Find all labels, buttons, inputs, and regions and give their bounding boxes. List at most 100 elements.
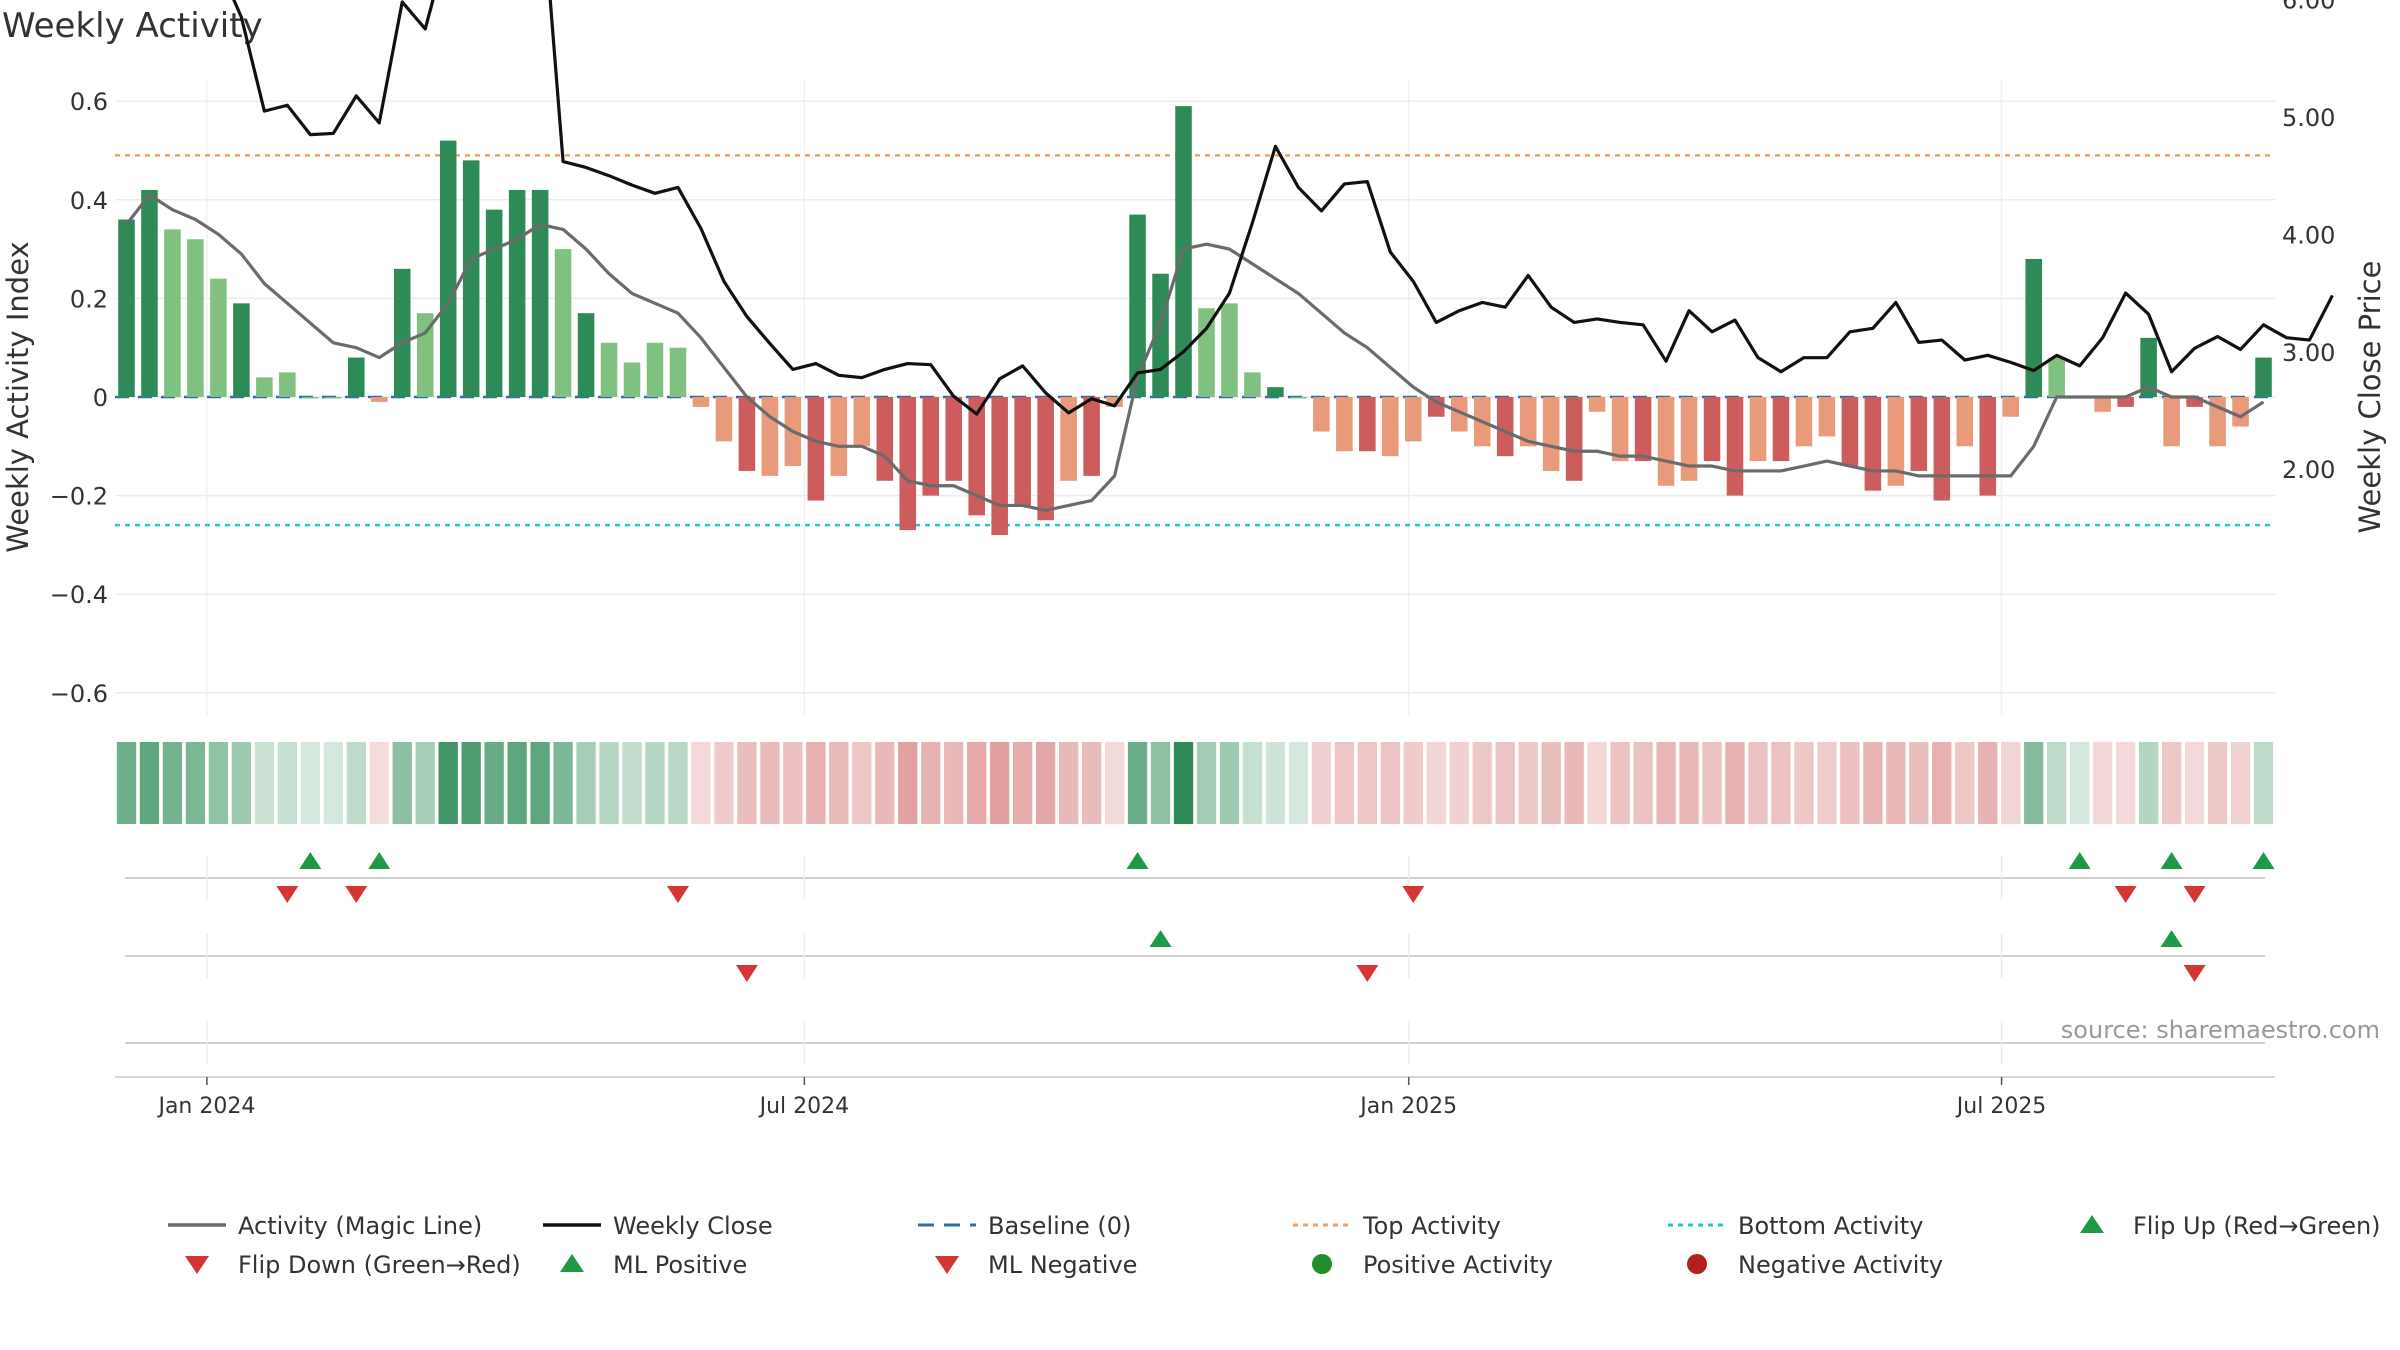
y-tick-left: −0.4 [50,581,108,609]
heat-cell [875,742,895,824]
heat-cell [1794,742,1814,824]
legend-item: Bottom Activity [1668,1212,1923,1240]
activity-bar [1060,397,1077,481]
ml-positive-marker [1149,930,1172,947]
legend-item: Baseline (0) [918,1212,1131,1240]
flip-up-marker [2252,852,2275,869]
activity-bar [1313,397,1330,432]
activity-bar [1749,397,1767,462]
legend-swatch [1312,1254,1332,1274]
heat-cell [1679,742,1699,824]
activity-bar [233,303,250,397]
heat-cell [622,742,642,824]
activity-bar [1037,397,1054,521]
weekly-close-line [232,0,2334,416]
legend-swatch [185,1256,209,1274]
heat-cell [668,742,688,824]
heat-cell [254,742,275,824]
heat-cell [2047,742,2067,824]
legend-swatch [935,1256,959,1274]
flip-up-marker [2160,852,2183,869]
activity-bar [600,342,618,397]
heat-cell [300,742,320,824]
legend: Activity (Magic Line) Weekly Close Baselin… [168,1212,2381,1279]
activity-bar [945,397,962,481]
heat-cell [369,742,389,824]
flip-down-marker [666,886,689,903]
legend-swatch [1687,1254,1707,1274]
heat-cell [1495,742,1515,824]
activity-bar [1405,397,1422,442]
heat-cell [1334,742,1355,824]
activity-bar [325,397,342,399]
heat-cell [530,742,550,824]
activity-bar [2140,337,2157,397]
activity-bar [1428,397,1445,417]
heat-cell [1265,742,1286,824]
activity-bar [1244,372,1261,397]
activity-bar [1818,397,1836,437]
heat-cell [1013,742,1033,824]
flip-up-marker [2068,852,2091,869]
heat-cell [1357,742,1377,824]
heat-cell [852,742,872,824]
legend-item: ML Positive [560,1251,747,1279]
heat-cell [1127,742,1148,824]
heat-cell [185,742,206,824]
activity-bar [370,397,388,402]
activity-bar [279,372,296,397]
activity-bar [2163,397,2180,447]
legend-label: ML Positive [613,1251,747,1279]
heat-cell [1955,742,1975,824]
heat-cell [714,742,734,824]
legend-item: Flip Up (Red→Green) [2080,1212,2381,1240]
heat-cell [806,742,826,824]
activity-bar [1657,397,1675,486]
activity-bar [830,397,848,476]
activity-bar [2048,357,2065,397]
heat-cell [898,742,918,824]
heat-cell [323,742,343,824]
activity-bar [531,189,549,397]
heat-cell [484,742,504,824]
activity-bar [1933,397,1951,501]
activity-bar [1290,397,1307,399]
heat-cell [2093,742,2113,824]
activity-bar [2094,397,2111,412]
heat-cell [1472,742,1492,824]
signal-panels [125,852,2275,1065]
magic-line-series [125,193,2265,512]
heat-cell [1656,742,1676,824]
legend-label: ML Negative [988,1251,1137,1279]
heat-cell [231,742,252,824]
activity-bar [2255,357,2272,397]
weekly-close-series [232,0,2334,416]
legend-label: Negative Activity [1738,1251,1943,1279]
legend-swatch [2080,1215,2104,1233]
activity-bar [1979,397,1997,496]
flip-up-marker [368,852,391,869]
y-tick-left: 0.2 [70,285,108,313]
heat-cell [737,742,757,824]
activity-bar [1014,397,1031,506]
heat-cell [1702,742,1722,824]
heat-cell [438,742,458,824]
heat-cell [1840,742,1860,824]
activity-bar [1267,387,1284,397]
legend-item: Negative Activity [1687,1251,1943,1279]
activity-bar [669,347,687,397]
activity-bar [2002,397,2020,417]
heat-cell [645,742,665,824]
heat-cell [1104,742,1125,824]
legend-item: Top Activity [1293,1212,1501,1240]
heat-cell [1518,742,1538,824]
activity-bar [462,160,480,397]
heat-cell [1978,742,1998,824]
ml-negative-marker [2183,965,2206,982]
legend-label: Activity (Magic Line) [238,1212,482,1240]
legend-label: Top Activity [1362,1212,1501,1240]
flip-up-marker [299,852,322,869]
heat-cell [1564,742,1584,824]
heat-cell [2161,742,2182,824]
